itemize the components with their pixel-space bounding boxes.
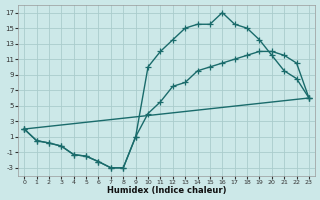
X-axis label: Humidex (Indice chaleur): Humidex (Indice chaleur) [107, 186, 226, 195]
